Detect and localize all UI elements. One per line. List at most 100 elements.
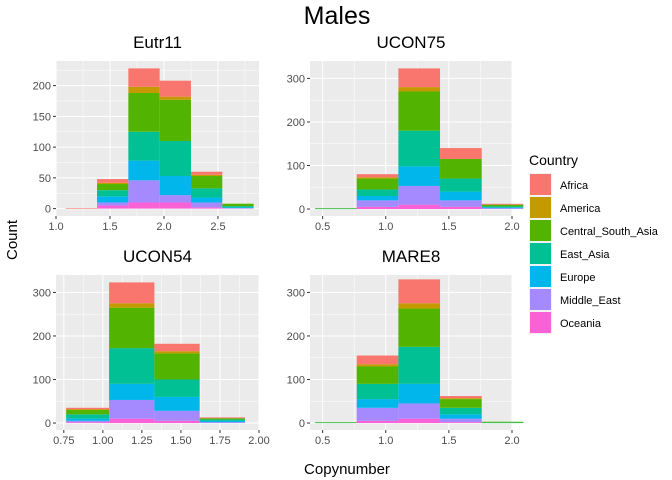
x-tick-label: 1.5 bbox=[441, 221, 456, 233]
bar-segment-central-south-asia-bin-2 bbox=[356, 178, 399, 190]
y-tick-label: 300 bbox=[287, 73, 305, 85]
bar-segment-middle-east-bin-4 bbox=[159, 195, 191, 203]
bar-segment-middle-east-bin-3 bbox=[398, 185, 441, 205]
x-tick-label: 0.75 bbox=[53, 435, 74, 447]
bar-segment-africa-bin-4 bbox=[440, 396, 482, 399]
bar-segment-east-asia-bin-3 bbox=[398, 130, 441, 167]
legend-label: America bbox=[560, 203, 601, 215]
panel-eutr11: Eutr11 0 50 100 150 200 1.0 1.5 2.0 2.5 bbox=[33, 33, 259, 233]
bar-segment-africa-bin-1 bbox=[65, 208, 98, 209]
y-tick-label: 0 bbox=[299, 204, 305, 216]
bars-mare8 bbox=[315, 279, 524, 424]
x-tick-label: 0.5 bbox=[315, 435, 330, 447]
bar-segment-africa-bin-4 bbox=[440, 148, 482, 159]
bar-segment-middle-east-bin-3 bbox=[128, 180, 160, 203]
bar-segment-europe-bin-2 bbox=[356, 195, 399, 201]
legend-entry-central-south-asia: Central_South_Asia bbox=[529, 219, 659, 242]
bar-segment-africa-bin-2 bbox=[97, 179, 129, 183]
x-tick-label: 1.00 bbox=[92, 435, 113, 447]
bar-segment-middle-east-bin-5 bbox=[190, 202, 223, 208]
bar-segment-africa-bin-3 bbox=[398, 279, 441, 304]
bar-segment-europe-bin-3 bbox=[154, 396, 200, 411]
legend-swatch-middle-east bbox=[530, 289, 551, 310]
legend-label: Middle_East bbox=[560, 295, 621, 307]
legend-label: Europe bbox=[560, 272, 595, 284]
legend-swatch-central-south-asia bbox=[530, 220, 551, 241]
bar-segment-middle-east-bin-2 bbox=[109, 399, 155, 419]
bar-segment-central-south-asia-bin-5 bbox=[481, 421, 524, 423]
legend-label: East_Asia bbox=[560, 249, 610, 261]
bar-segment-central-south-asia-bin-1 bbox=[315, 422, 357, 423]
panel-ucon54: UCON54 0 100 200 300 0.75 1.00 1.25 1.50 1.75 2.00 bbox=[33, 247, 270, 447]
x-tick-label: 2.0 bbox=[156, 221, 171, 233]
bar-segment-america-bin-2 bbox=[109, 303, 155, 308]
bar-segment-middle-east-bin-2 bbox=[356, 407, 399, 421]
bar-segment-europe-bin-3 bbox=[398, 383, 441, 404]
legend-title: Country bbox=[529, 152, 578, 168]
x-tick-label: 2.5 bbox=[210, 221, 225, 233]
legend-entry-europe: Europe bbox=[529, 265, 595, 288]
bar-segment-africa-bin-5 bbox=[190, 171, 223, 175]
bar-segment-africa-bin-3 bbox=[128, 68, 160, 87]
bar-segment-central-south-asia-bin-2 bbox=[356, 366, 399, 384]
y-tick-label: 50 bbox=[39, 173, 51, 185]
bar-segment-europe-bin-5 bbox=[190, 197, 223, 203]
y-tick-label: 200 bbox=[33, 331, 51, 343]
panel-ucon75: UCON75 0 100 200 300 0.5 1.0 1.5 2.0 bbox=[287, 33, 524, 233]
bar-segment-central-south-asia-bin-3 bbox=[398, 91, 441, 131]
bar-segment-east-asia-bin-4 bbox=[440, 407, 482, 415]
bar-segment-europe-bin-2 bbox=[109, 383, 155, 400]
bar-segment-europe-bin-4 bbox=[440, 414, 482, 419]
bar-segment-east-asia-bin-2 bbox=[97, 190, 129, 197]
bar-segment-america-bin-5 bbox=[190, 174, 223, 177]
bar-segment-america-bin-4 bbox=[440, 398, 482, 400]
bar-segment-central-south-asia-bin-4 bbox=[440, 158, 482, 179]
bar-segment-middle-east-bin-2 bbox=[356, 200, 399, 207]
y-tick-label: 100 bbox=[287, 160, 305, 172]
bar-segment-east-asia-bin-4 bbox=[440, 178, 482, 192]
bar-segment-east-asia-bin-1 bbox=[315, 422, 357, 424]
bar-segment-oceania-bin-4 bbox=[440, 206, 482, 210]
bar-segment-oceania-bin-3 bbox=[154, 420, 200, 424]
legend-label: Africa bbox=[560, 180, 589, 192]
panel-mare8: MARE8 0 100 200 300 0.5 1.0 1.5 2.0 bbox=[287, 247, 524, 447]
y-tick-label: 0 bbox=[299, 418, 305, 430]
bar-segment-oceania-bin-3 bbox=[128, 202, 160, 209]
bar-segment-america-bin-2 bbox=[356, 364, 399, 367]
bars-eutr11 bbox=[65, 68, 254, 209]
bar-segment-oceania-bin-3 bbox=[398, 418, 441, 424]
y-tick-label: 300 bbox=[287, 287, 305, 299]
legend-swatch-europe bbox=[530, 266, 551, 287]
y-tick-label: 0 bbox=[45, 418, 51, 430]
bar-segment-central-south-asia-bin-2 bbox=[97, 184, 129, 191]
bar-segment-east-asia-bin-3 bbox=[154, 379, 200, 397]
y-tick-label: 0 bbox=[45, 204, 51, 216]
panel-title: UCON75 bbox=[377, 33, 446, 52]
bar-segment-africa-bin-3 bbox=[154, 343, 200, 352]
legend-entry-africa: Africa bbox=[529, 173, 589, 196]
bar-segment-central-south-asia-bin-3 bbox=[398, 308, 441, 347]
bar-segment-oceania-bin-2 bbox=[109, 418, 155, 424]
bar-segment-oceania-bin-2 bbox=[356, 420, 399, 424]
bar-segment-central-south-asia-bin-5 bbox=[190, 176, 223, 189]
bar-segment-africa-bin-3 bbox=[398, 68, 441, 88]
legend-swatch-east-asia bbox=[530, 243, 551, 264]
bar-segment-middle-east-bin-4 bbox=[440, 418, 482, 423]
legend-swatch-america bbox=[530, 197, 551, 218]
bar-segment-east-asia-bin-2 bbox=[356, 189, 399, 196]
x-tick-label: 1.75 bbox=[209, 435, 230, 447]
bar-segment-oceania-bin-4 bbox=[159, 202, 191, 209]
bar-segment-america-bin-3 bbox=[128, 86, 160, 93]
bar-segment-east-asia-bin-1 bbox=[66, 414, 110, 419]
bar-segment-europe-bin-4 bbox=[440, 191, 482, 201]
bar-segment-europe-bin-2 bbox=[356, 399, 399, 408]
bar-segment-africa-bin-4 bbox=[159, 80, 191, 97]
bar-segment-africa-bin-4 bbox=[199, 417, 245, 419]
bars-ucon54 bbox=[66, 282, 245, 424]
y-tick-label: 200 bbox=[33, 81, 51, 93]
legend-entry-oceania: Oceania bbox=[529, 311, 602, 334]
x-tick-label: 1.0 bbox=[48, 221, 63, 233]
bar-segment-central-south-asia-bin-4 bbox=[440, 399, 482, 408]
x-tick-label: 2.0 bbox=[504, 221, 519, 233]
